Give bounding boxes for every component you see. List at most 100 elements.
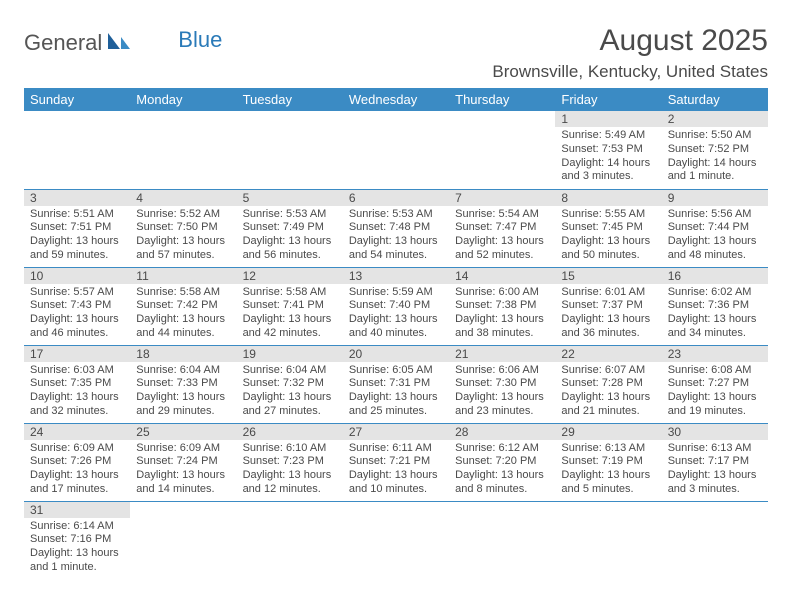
sunrise-text: Sunrise: 5:50 AM bbox=[668, 129, 762, 143]
daylight-text: Daylight: 13 hours and 56 minutes. bbox=[243, 235, 337, 263]
daylight-text: Daylight: 13 hours and 8 minutes. bbox=[455, 469, 549, 497]
weekday-header: Monday bbox=[130, 88, 236, 111]
daylight-text: Daylight: 13 hours and 54 minutes. bbox=[349, 235, 443, 263]
daylight-text: Daylight: 13 hours and 46 minutes. bbox=[30, 313, 124, 341]
logo: General Blue bbox=[24, 30, 222, 56]
calendar-day-cell: 1Sunrise: 5:49 AMSunset: 7:53 PMDaylight… bbox=[555, 111, 661, 189]
calendar-day-cell: 19Sunrise: 6:04 AMSunset: 7:32 PMDayligh… bbox=[237, 345, 343, 423]
calendar-day-cell: 16Sunrise: 6:02 AMSunset: 7:36 PMDayligh… bbox=[662, 267, 768, 345]
day-number: 12 bbox=[237, 268, 343, 284]
sunset-text: Sunset: 7:48 PM bbox=[349, 221, 443, 235]
sunset-text: Sunset: 7:21 PM bbox=[349, 455, 443, 469]
day-details: Sunrise: 6:06 AMSunset: 7:30 PMDaylight:… bbox=[449, 362, 555, 423]
daylight-text: Daylight: 13 hours and 21 minutes. bbox=[561, 391, 655, 419]
day-number: 22 bbox=[555, 346, 661, 362]
calendar-week-row: 31Sunrise: 6:14 AMSunset: 7:16 PMDayligh… bbox=[24, 501, 768, 579]
day-details: Sunrise: 6:08 AMSunset: 7:27 PMDaylight:… bbox=[662, 362, 768, 423]
calendar-day-cell: 11Sunrise: 5:58 AMSunset: 7:42 PMDayligh… bbox=[130, 267, 236, 345]
calendar-day-cell: 2Sunrise: 5:50 AMSunset: 7:52 PMDaylight… bbox=[662, 111, 768, 189]
sunset-text: Sunset: 7:50 PM bbox=[136, 221, 230, 235]
calendar-day-cell: 8Sunrise: 5:55 AMSunset: 7:45 PMDaylight… bbox=[555, 189, 661, 267]
calendar-week-row: 3Sunrise: 5:51 AMSunset: 7:51 PMDaylight… bbox=[24, 189, 768, 267]
weekday-header: Sunday bbox=[24, 88, 130, 111]
weekday-header-row: Sunday Monday Tuesday Wednesday Thursday… bbox=[24, 88, 768, 111]
day-details: Sunrise: 5:57 AMSunset: 7:43 PMDaylight:… bbox=[24, 284, 130, 345]
sunrise-text: Sunrise: 5:57 AM bbox=[30, 286, 124, 300]
sunset-text: Sunset: 7:20 PM bbox=[455, 455, 549, 469]
title-block: August 2025 Brownsville, Kentucky, Unite… bbox=[492, 24, 768, 82]
day-details: Sunrise: 6:09 AMSunset: 7:24 PMDaylight:… bbox=[130, 440, 236, 501]
calendar-day-cell: 3Sunrise: 5:51 AMSunset: 7:51 PMDaylight… bbox=[24, 189, 130, 267]
day-details: Sunrise: 5:50 AMSunset: 7:52 PMDaylight:… bbox=[662, 127, 768, 188]
daylight-text: Daylight: 13 hours and 17 minutes. bbox=[30, 469, 124, 497]
calendar-day-cell: 14Sunrise: 6:00 AMSunset: 7:38 PMDayligh… bbox=[449, 267, 555, 345]
day-details: Sunrise: 5:56 AMSunset: 7:44 PMDaylight:… bbox=[662, 206, 768, 267]
sunset-text: Sunset: 7:47 PM bbox=[455, 221, 549, 235]
sunrise-text: Sunrise: 6:06 AM bbox=[455, 364, 549, 378]
day-number: 19 bbox=[237, 346, 343, 362]
sunset-text: Sunset: 7:41 PM bbox=[243, 299, 337, 313]
daylight-text: Daylight: 13 hours and 25 minutes. bbox=[349, 391, 443, 419]
day-details: Sunrise: 6:04 AMSunset: 7:33 PMDaylight:… bbox=[130, 362, 236, 423]
day-number: 21 bbox=[449, 346, 555, 362]
day-number: 24 bbox=[24, 424, 130, 440]
calendar-day-cell: 20Sunrise: 6:05 AMSunset: 7:31 PMDayligh… bbox=[343, 345, 449, 423]
day-number: 15 bbox=[555, 268, 661, 284]
calendar-day-cell: 27Sunrise: 6:11 AMSunset: 7:21 PMDayligh… bbox=[343, 423, 449, 501]
day-number: 1 bbox=[555, 111, 661, 127]
weekday-header: Tuesday bbox=[237, 88, 343, 111]
sunrise-text: Sunrise: 6:09 AM bbox=[30, 442, 124, 456]
day-number: 18 bbox=[130, 346, 236, 362]
day-number: 9 bbox=[662, 190, 768, 206]
calendar-day-cell: 6Sunrise: 5:53 AMSunset: 7:48 PMDaylight… bbox=[343, 189, 449, 267]
day-number: 10 bbox=[24, 268, 130, 284]
sunset-text: Sunset: 7:49 PM bbox=[243, 221, 337, 235]
sunset-text: Sunset: 7:27 PM bbox=[668, 377, 762, 391]
calendar-day-cell: 12Sunrise: 5:58 AMSunset: 7:41 PMDayligh… bbox=[237, 267, 343, 345]
sunset-text: Sunset: 7:44 PM bbox=[668, 221, 762, 235]
daylight-text: Daylight: 13 hours and 59 minutes. bbox=[30, 235, 124, 263]
day-details: Sunrise: 5:53 AMSunset: 7:48 PMDaylight:… bbox=[343, 206, 449, 267]
calendar-week-row: 1Sunrise: 5:49 AMSunset: 7:53 PMDaylight… bbox=[24, 111, 768, 189]
daylight-text: Daylight: 13 hours and 3 minutes. bbox=[668, 469, 762, 497]
sunrise-text: Sunrise: 6:11 AM bbox=[349, 442, 443, 456]
sunrise-text: Sunrise: 6:01 AM bbox=[561, 286, 655, 300]
calendar-day-cell: 24 Sunrise: 6:09 AMSunset: 7:26 PMDayligh… bbox=[24, 423, 130, 501]
calendar-day-cell bbox=[449, 111, 555, 189]
day-details: Sunrise: 5:51 AMSunset: 7:51 PMDaylight:… bbox=[24, 206, 130, 267]
weekday-header: Thursday bbox=[449, 88, 555, 111]
calendar-day-cell: 23Sunrise: 6:08 AMSunset: 7:27 PMDayligh… bbox=[662, 345, 768, 423]
sunset-text: Sunset: 7:16 PM bbox=[30, 533, 124, 547]
calendar-day-cell: 7Sunrise: 5:54 AMSunset: 7:47 PMDaylight… bbox=[449, 189, 555, 267]
logo-text-general: General bbox=[24, 30, 102, 56]
calendar-day-cell: 9Sunrise: 5:56 AMSunset: 7:44 PMDaylight… bbox=[662, 189, 768, 267]
sunrise-text: Sunrise: 5:49 AM bbox=[561, 129, 655, 143]
sunset-text: Sunset: 7:31 PM bbox=[349, 377, 443, 391]
calendar-day-cell: 29Sunrise: 6:13 AMSunset: 7:19 PMDayligh… bbox=[555, 423, 661, 501]
day-details: Sunrise: 5:49 AMSunset: 7:53 PMDaylight:… bbox=[555, 127, 661, 188]
header: General Blue August 2025 Brownsville, Ke… bbox=[24, 24, 768, 82]
day-details: Sunrise: 6:14 AMSunset: 7:16 PMDaylight:… bbox=[24, 518, 130, 579]
daylight-text: Daylight: 13 hours and 12 minutes. bbox=[243, 469, 337, 497]
weekday-header: Saturday bbox=[662, 88, 768, 111]
sunrise-text: Sunrise: 6:04 AM bbox=[136, 364, 230, 378]
weekday-header: Wednesday bbox=[343, 88, 449, 111]
day-number: 30 bbox=[662, 424, 768, 440]
daylight-text: Daylight: 14 hours and 3 minutes. bbox=[561, 157, 655, 185]
day-details: Sunrise: 6:11 AMSunset: 7:21 PMDaylight:… bbox=[343, 440, 449, 501]
calendar-day-cell bbox=[130, 501, 236, 579]
day-number: 13 bbox=[343, 268, 449, 284]
day-number: 16 bbox=[662, 268, 768, 284]
sunrise-text: Sunrise: 5:58 AM bbox=[136, 286, 230, 300]
calendar-day-cell bbox=[237, 111, 343, 189]
calendar-day-cell: 25Sunrise: 6:09 AMSunset: 7:24 PMDayligh… bbox=[130, 423, 236, 501]
calendar-day-cell: 13Sunrise: 5:59 AMSunset: 7:40 PMDayligh… bbox=[343, 267, 449, 345]
sunrise-text: Sunrise: 5:55 AM bbox=[561, 208, 655, 222]
sunset-text: Sunset: 7:26 PM bbox=[30, 455, 124, 469]
sunrise-text: Sunrise: 6:07 AM bbox=[561, 364, 655, 378]
daylight-text: Daylight: 13 hours and 34 minutes. bbox=[668, 313, 762, 341]
calendar-day-cell: 26Sunrise: 6:10 AMSunset: 7:23 PMDayligh… bbox=[237, 423, 343, 501]
calendar-day-cell bbox=[130, 111, 236, 189]
sunrise-text: Sunrise: 6:10 AM bbox=[243, 442, 337, 456]
sunrise-text: Sunrise: 5:58 AM bbox=[243, 286, 337, 300]
